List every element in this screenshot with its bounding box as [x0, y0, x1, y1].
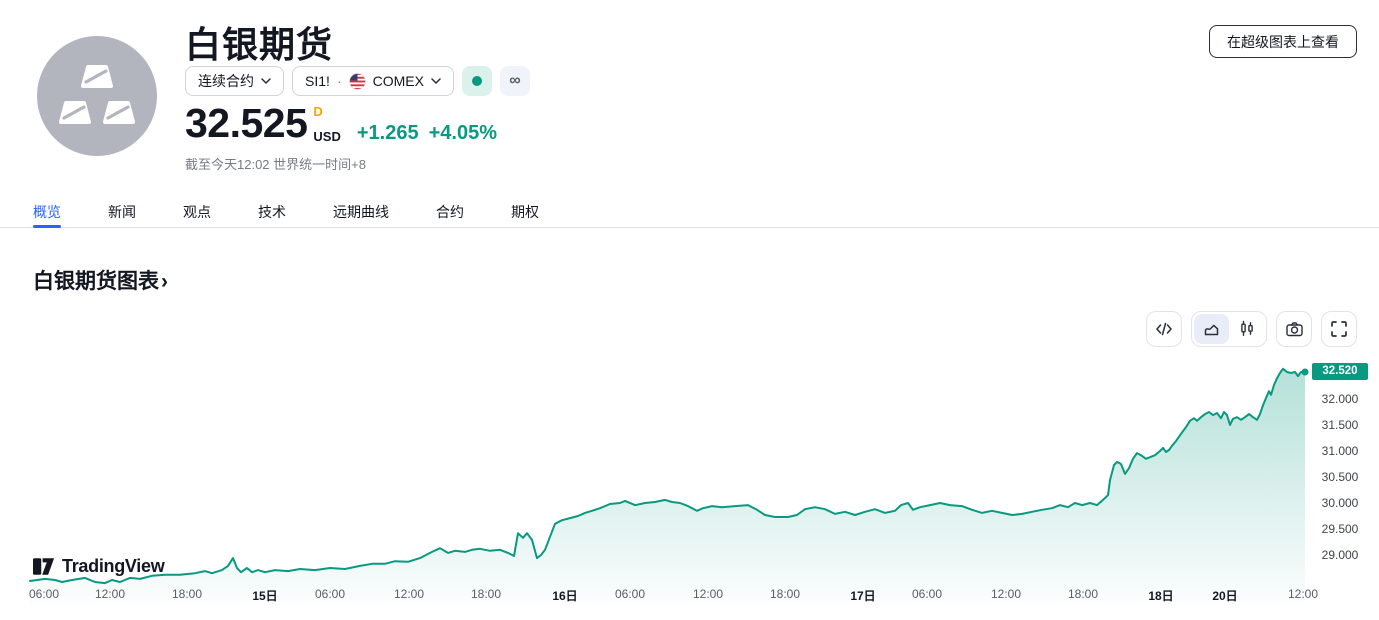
x-axis-label: 06:00 [614, 587, 646, 601]
chevron-right-icon: › [161, 270, 168, 293]
tab-概览[interactable]: 概览 [33, 196, 61, 228]
header-badges: 连续合约 SI1! · COMEX [185, 66, 530, 96]
tab-技术[interactable]: 技术 [258, 196, 286, 228]
x-axis-label: 16日 [552, 589, 578, 603]
chart-toolbar [1146, 311, 1357, 347]
x-axis-label: 12:00 [94, 587, 126, 601]
y-axis-label: 29.500 [1321, 522, 1359, 536]
x-axis-label: 12:00 [393, 587, 425, 601]
price-block: 32.525 D USD +1.265 +4.05% [185, 100, 497, 146]
open-superchart-button[interactable]: 在超级图表上查看 [1209, 25, 1357, 58]
y-axis-label: 31.000 [1321, 444, 1359, 458]
contract-type-label: 连续合约 [198, 73, 254, 89]
tab-观点[interactable]: 观点 [183, 196, 211, 228]
area-chart-icon [1204, 324, 1219, 335]
symbol-label: SI1! [305, 73, 330, 89]
green-dot-icon [471, 76, 482, 86]
x-axis-label: 06:00 [314, 587, 346, 601]
candles-style-button[interactable] [1229, 314, 1264, 344]
price-line [29, 367, 1306, 585]
x-axis-label: 18:00 [171, 587, 203, 601]
price-chart[interactable]: 32.000 31.500 31.000 30.500 30.000 29.500 29.0… [0, 355, 1379, 605]
x-axis-label: 06:00 [911, 587, 943, 601]
interval-badge: D [313, 104, 323, 119]
y-axis-label: 31.500 [1321, 418, 1359, 432]
infinity-icon: ∞ [509, 72, 521, 89]
embed-code-button[interactable] [1146, 311, 1182, 347]
separator: · [336, 73, 342, 89]
x-axis-label: 06:00 [28, 587, 60, 601]
x-axis-label: 17日 [850, 589, 876, 603]
fullscreen-button[interactable] [1321, 311, 1357, 347]
camera-icon [1285, 321, 1303, 336]
tab-远期曲线[interactable]: 远期曲线 [333, 196, 389, 228]
exchange-label: COMEX [372, 73, 424, 89]
symbol-exchange-dropdown[interactable]: SI1! · COMEX [292, 66, 454, 96]
silver-bars-icon [59, 65, 135, 124]
y-axis-label: 30.500 [1321, 470, 1359, 484]
tab-合约[interactable]: 合约 [436, 196, 464, 228]
more-streams-button[interactable]: ∞ [499, 66, 530, 96]
page-title: 白银期货 [185, 24, 334, 65]
code-icon [1156, 322, 1172, 336]
x-axis-label: 20日 [1212, 589, 1238, 603]
x-axis-label: 12:00 [990, 587, 1022, 601]
tab-新闻[interactable]: 新闻 [108, 196, 136, 228]
chart-style-segment [1191, 311, 1267, 347]
last-price-dot [1301, 368, 1309, 376]
price-change: +1.265 [356, 122, 419, 144]
x-axis-label: 12:00 [692, 587, 724, 601]
us-flag-icon [348, 72, 366, 90]
area-style-button[interactable] [1194, 314, 1229, 344]
snapshot-button[interactable] [1276, 311, 1312, 347]
last-price-badge: 32.520 [1312, 363, 1368, 380]
instrument-avatar [37, 36, 157, 156]
tab-bar: 概览 新闻 观点 技术 远期曲线 合约 期权 [0, 196, 1379, 228]
y-axis-label: 30.000 [1321, 496, 1359, 510]
contract-type-dropdown[interactable]: 连续合约 [185, 66, 284, 96]
price-change-percent: +4.05% [428, 122, 497, 144]
chevron-down-icon [431, 78, 441, 84]
tradingview-logo[interactable]: TradingView [33, 556, 165, 577]
x-axis-label: 15日 [252, 589, 278, 603]
tradingview-mark-icon [33, 558, 55, 575]
price-chart-canvas[interactable] [0, 355, 1379, 605]
tab-期权[interactable]: 期权 [511, 196, 539, 228]
x-axis-label: 18:00 [470, 587, 502, 601]
x-axis-label: 18:00 [1067, 587, 1099, 601]
y-axis-label: 32.000 [1321, 392, 1359, 406]
chart-section-title[interactable]: 白银期货图表› [33, 265, 168, 295]
fullscreen-icon [1331, 321, 1347, 337]
currency-label: USD [313, 129, 341, 144]
area-fill [30, 368, 1305, 605]
candles-icon [1240, 320, 1253, 336]
last-price: 32.525 [185, 100, 308, 146]
y-axis-label: 29.000 [1321, 548, 1359, 562]
x-axis-label: 12:00 [1287, 587, 1319, 601]
market-status-button[interactable] [461, 66, 492, 96]
x-axis-label: 18:00 [769, 587, 801, 601]
tradingview-logo-text: TradingView [62, 556, 165, 576]
x-axis-label: 18日 [1148, 589, 1174, 603]
timestamp: 截至今天12:02 世界统一时间+8 [185, 157, 366, 172]
chart-section-title-text: 白银期货图表 [33, 270, 159, 293]
chevron-down-icon [261, 78, 271, 84]
